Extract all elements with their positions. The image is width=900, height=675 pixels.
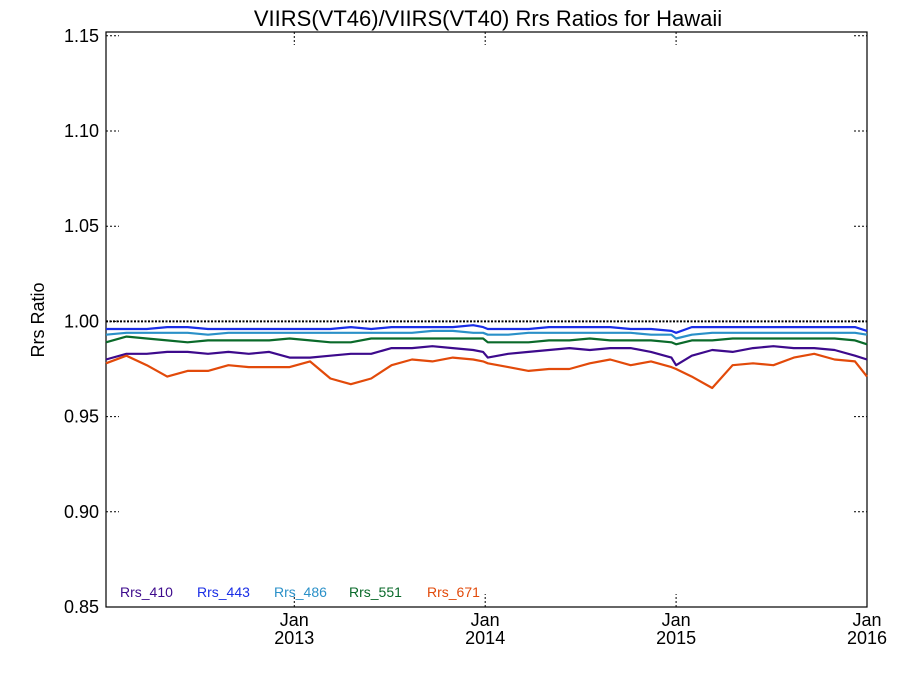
legend-entry-rrs_443: Rrs_443	[197, 584, 250, 600]
series-line-rrs_551	[105, 335, 868, 346]
y-tick-label: 0.95	[64, 407, 99, 427]
legend-entry-rrs_671: Rrs_671	[427, 584, 480, 600]
y-tick-label: 1.05	[64, 216, 99, 236]
x-tick-label-year: 2015	[656, 628, 696, 648]
series-line-rrs_486	[105, 329, 868, 340]
chart-title: VIIRS(VT46)/VIIRS(VT40) Rrs Ratios for H…	[254, 6, 722, 31]
x-tick-label-month: Jan	[280, 610, 309, 630]
series-line-rrs_671	[105, 352, 868, 390]
x-tick-label-year: 2013	[274, 628, 314, 648]
y-tick-label: 1.00	[64, 311, 99, 331]
y-tick-label: 0.85	[64, 597, 99, 617]
legend-entry-rrs_486: Rrs_486	[274, 584, 327, 600]
x-tick-label-year: 2016	[847, 628, 887, 648]
y-tick-label: 0.90	[64, 502, 99, 522]
y-tick-label: 1.15	[64, 26, 99, 46]
plot-area: 0.850.900.951.001.051.101.15Jan2013Jan20…	[64, 26, 887, 648]
x-tick-label-month: Jan	[471, 610, 500, 630]
plot-frame	[105, 31, 868, 608]
series-line-rrs_410	[105, 345, 868, 367]
series-line-rrs_443	[106, 324, 868, 334]
x-tick-label-year: 2014	[465, 628, 505, 648]
legend: Rrs_410 Rrs_443 Rrs_486 Rrs_551 Rrs_671	[120, 584, 480, 600]
y-axis-label: Rrs Ratio	[28, 282, 48, 357]
x-tick-label-month: Jan	[852, 610, 881, 630]
legend-entry-rrs_410: Rrs_410	[120, 584, 173, 600]
x-tick-label-month: Jan	[662, 610, 691, 630]
legend-entry-rrs_551: Rrs_551	[349, 584, 402, 600]
y-tick-label: 1.10	[64, 121, 99, 141]
